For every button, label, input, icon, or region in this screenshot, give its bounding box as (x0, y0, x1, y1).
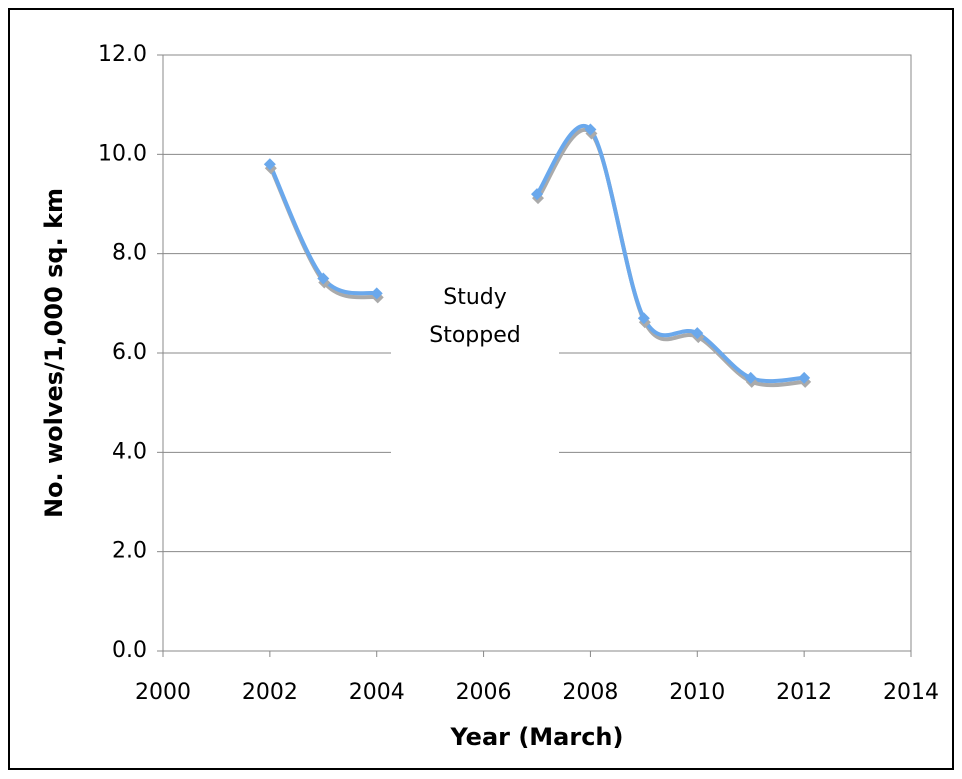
marker (637, 312, 650, 325)
y-tick-label: 2.0 (112, 539, 147, 564)
x-tick-label: 2008 (562, 680, 618, 705)
marker (263, 158, 276, 171)
annotation-box (391, 272, 559, 462)
marker (317, 272, 330, 285)
x-tick-label: 2014 (883, 680, 939, 705)
marker (370, 287, 383, 300)
x-tick-label: 2010 (669, 680, 725, 705)
y-axis-title: No. wolves/1,000 sq. km (40, 188, 68, 518)
plot-border (162, 54, 912, 652)
marker (691, 327, 704, 340)
x-tick-label: 2012 (776, 680, 832, 705)
annotation: Study (443, 285, 507, 310)
y-tick-label: 0.0 (112, 638, 147, 663)
x-tick-label: 2000 (135, 680, 191, 705)
marker (531, 188, 543, 201)
grid (157, 54, 912, 657)
marker (744, 371, 757, 384)
y-tick-label: 10.0 (98, 141, 147, 166)
y-tick-label: 8.0 (112, 241, 147, 266)
y-tick-label: 12.0 (98, 42, 147, 67)
marker (584, 123, 597, 136)
x-tick-label: 2006 (456, 680, 512, 705)
x-tick-label: 2004 (349, 680, 405, 705)
y-tick-label: 4.0 (112, 439, 147, 464)
y-tick-label: 6.0 (112, 340, 147, 365)
marker (798, 371, 811, 384)
x-axis-title: Year (March) (449, 723, 623, 751)
x-tick-label: 2002 (242, 680, 298, 705)
annotation: Stopped (429, 323, 520, 348)
